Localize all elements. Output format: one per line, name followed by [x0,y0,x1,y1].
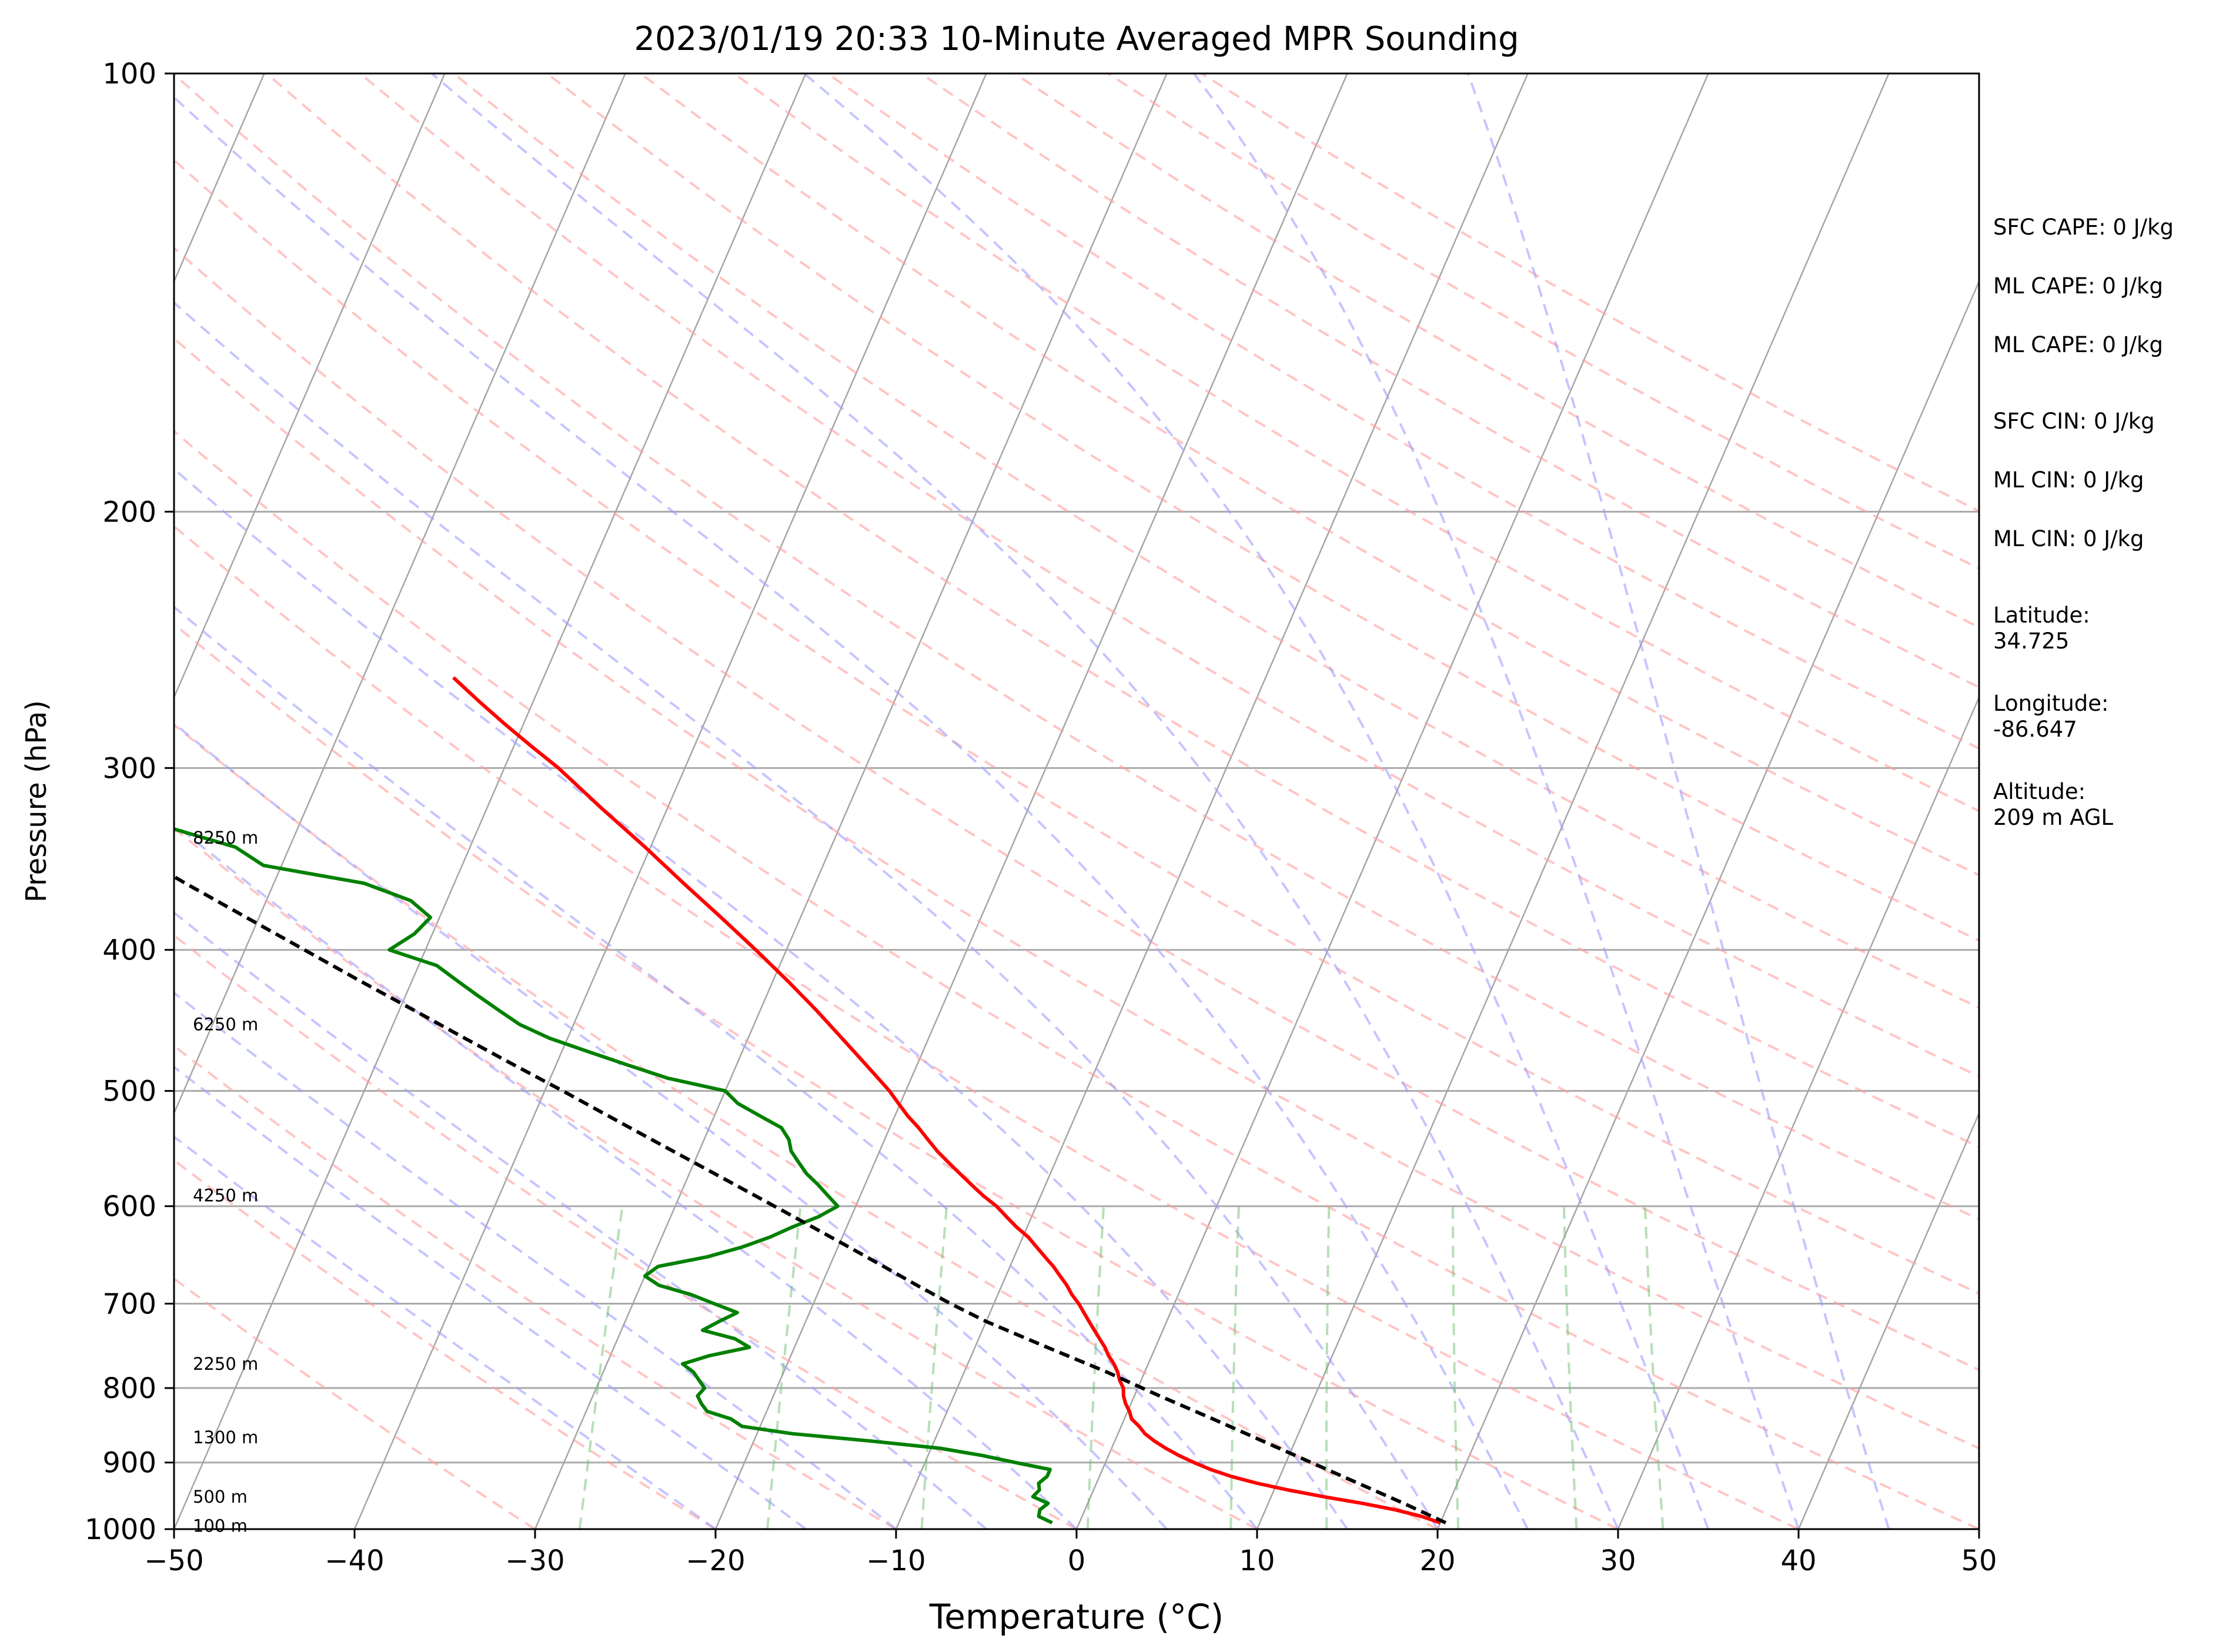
x-tick-label: 20 [1419,1544,1455,1577]
mixing-ratio-line [1325,1206,1331,1529]
dry-adiabat-line [827,73,1979,750]
isotherm-line [174,73,807,1529]
moist-adiabat-line [174,1135,717,1529]
isotherm-line [2160,73,2226,1529]
y-tick-label: 400 [102,934,156,967]
stat-line: ML CIN: 0 J/kg [1993,526,2144,551]
moist-adiabat-line [174,1065,807,1529]
height-label: 4250 m [193,1186,258,1206]
dry-adiabat-line [174,623,1619,1529]
x-tick-label: 50 [1961,1544,1997,1577]
x-tick-label: −40 [325,1544,384,1577]
moist-adiabat-line [431,73,1619,1529]
dry-adiabat-line [174,934,1077,1529]
dry-adiabat-line [733,73,1979,812]
isotherm-line [714,73,1348,1529]
isotherm-line [174,73,626,1115]
mixing-ratio-line [766,1206,802,1529]
x-tick-label: −10 [866,1544,925,1577]
isotherm-line [353,73,987,1529]
y-tick-label: 500 [102,1075,156,1108]
height-label: 100 m [193,1516,248,1536]
dry-adiabat-line [640,73,1979,877]
x-tick-label: −30 [505,1544,564,1577]
dry-adiabat-line [266,73,1979,1149]
background-guide-lines [174,73,2226,1529]
moist-adiabat-line [174,95,1529,1529]
temperature-trace [452,676,1441,1525]
height-label: 2250 m [193,1354,258,1374]
y-tick-label: 800 [102,1372,156,1405]
height-label: 500 m [193,1487,248,1507]
dewpoint-trace [174,827,1053,1524]
moist-adiabat-line [174,721,1168,1529]
dry-adiabat-line [174,246,1979,1372]
isotherm-line [1797,1111,1979,1529]
isotherm-line [1436,279,1979,1529]
x-tick-label: 30 [1600,1544,1636,1577]
y-tick-label: 1000 [85,1513,156,1546]
y-tick-label: 200 [102,496,156,529]
stat-line: Latitude: 34.725 [1993,603,2090,654]
mixing-ratio-line [1644,1206,1665,1529]
dry-adiabat-line [174,429,1979,1529]
dry-adiabat-line [174,524,1799,1529]
moist-adiabat-line [174,911,987,1529]
mixing-ratio-line [1086,1206,1105,1529]
isotherm-line [1256,73,1890,1529]
plot-frame [173,72,1980,1530]
isotherm-line [1617,695,1979,1529]
stat-line: SFC CIN: 0 J/kg [1993,409,2155,434]
moist-adiabat-line [174,300,1439,1529]
height-label: 6250 m [193,1014,258,1034]
mixing-ratio-line [1452,1206,1460,1529]
moist-adiabat-line [174,605,1258,1529]
mixing-ratio-line [920,1206,948,1529]
mixing-ratio-line [1563,1206,1578,1529]
moist-adiabat-line [1466,73,1890,1529]
x-tick-label: 40 [1780,1544,1816,1577]
isotherm-line [534,73,1168,1529]
height-label: 1300 m [193,1427,258,1447]
y-axis-label: Pressure (hPa) [20,700,53,902]
y-tick-label: 700 [102,1288,156,1320]
stat-line: SFC CAPE: 0 J/kg [1993,215,2174,240]
y-tick-label: 900 [102,1447,156,1480]
x-tick-label: −20 [686,1544,745,1577]
x-tick-label: 0 [1068,1544,1086,1577]
x-tick-label: −50 [144,1544,203,1577]
isotherm-line [1075,73,1709,1529]
moist-adiabat-line [174,467,1349,1529]
moist-adiabat-line [1193,73,1800,1529]
y-tick-label: 300 [102,752,156,785]
moist-adiabat-line [803,73,1710,1529]
height-label: 8250 m [193,828,258,848]
dry-adiabat-line [359,73,1979,1078]
y-tick-label: 100 [102,58,156,91]
dry-adiabat-line [174,1277,536,1529]
x-axis-label: Temperature (°C) [929,1597,1224,1637]
dry-adiabat-line [174,723,1438,1529]
mixing-ratio-line [578,1206,624,1529]
isotherm-line [174,73,446,700]
x-tick-label: 10 [1239,1544,1275,1577]
isotherm-line [895,73,1529,1529]
y-tick-label: 600 [102,1190,156,1223]
stat-line: Longitude: -86.647 [1993,691,2109,742]
parcel-trace [174,874,1447,1524]
chart-title: 2023/01/19 20:33 10-Minute Averaged MPR … [634,20,1519,58]
stat-line: Altitude: 209 m AGL [1993,779,2114,830]
stat-line: ML CIN: 0 J/kg [1993,467,2144,493]
moist-adiabat-line [174,822,1078,1529]
stat-line: ML CAPE: 0 J/kg [1993,273,2163,299]
mixing-ratio-line [1229,1206,1240,1529]
axes: −50 −40 −30 −20 −10 0 10 20 30 40 50 100 200 300 400 50… [85,58,1997,1577]
dry-adiabat-line [174,827,1258,1529]
dry-adiabat-line [174,158,1979,1295]
dry-adiabat-line [174,1044,897,1529]
stat-line: ML CAPE: 0 J/kg [1993,332,2163,357]
sounding-traces [174,676,1447,1525]
dry-adiabat-line [174,337,1979,1450]
